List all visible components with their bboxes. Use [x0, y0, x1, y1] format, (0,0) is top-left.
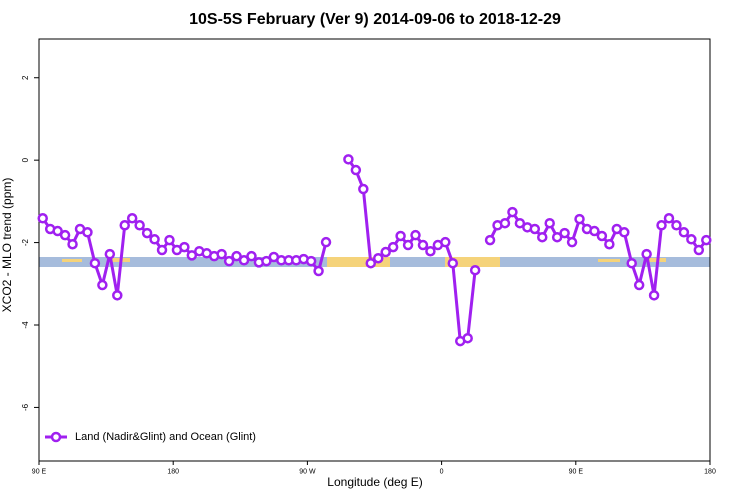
x-tick-label: 90 E — [569, 468, 584, 475]
point — [469, 264, 481, 276]
point — [693, 244, 705, 256]
x-tick-label: 180 — [167, 468, 179, 475]
point — [372, 252, 384, 264]
point — [425, 245, 436, 257]
point — [641, 248, 652, 260]
point — [246, 250, 257, 262]
x-tick-label: 0 — [440, 468, 444, 475]
point — [559, 227, 570, 239]
point — [358, 183, 369, 195]
point — [663, 213, 675, 224]
point — [141, 227, 153, 239]
point — [350, 164, 362, 176]
point — [402, 239, 414, 251]
point — [387, 241, 399, 253]
point — [589, 225, 600, 237]
point — [261, 255, 272, 267]
point — [447, 257, 459, 269]
point — [231, 250, 242, 262]
point — [134, 220, 145, 231]
point — [216, 248, 227, 260]
y-tick-label: -2 — [21, 238, 30, 246]
series-line — [41, 158, 708, 344]
point — [633, 279, 645, 291]
point — [305, 255, 317, 267]
point — [410, 229, 421, 241]
x-tick-label: 90 E — [32, 468, 47, 475]
point — [179, 241, 190, 253]
y-axis-label: XCO2 - MLO trend (ppm) — [0, 178, 14, 313]
point — [462, 332, 473, 344]
point — [164, 234, 175, 246]
point — [596, 230, 608, 242]
point — [365, 257, 377, 269]
point — [89, 257, 101, 269]
point — [484, 234, 496, 246]
plot-frame — [38, 38, 711, 462]
point — [119, 220, 130, 231]
point — [112, 290, 123, 301]
point — [395, 230, 406, 242]
legend-label: Land (Nadir&Glint) and Ocean (Glint) — [75, 431, 256, 443]
point — [701, 234, 712, 246]
point — [320, 236, 332, 248]
legend-marker — [50, 431, 62, 443]
y-tick-label: -4 — [21, 321, 30, 329]
point — [104, 248, 116, 260]
point — [126, 213, 138, 224]
point — [97, 279, 108, 291]
point — [59, 229, 71, 241]
y-tick-label: 0 — [21, 157, 30, 162]
point — [686, 234, 697, 245]
point — [37, 213, 48, 224]
point — [648, 290, 660, 301]
point — [52, 225, 63, 237]
point — [417, 239, 429, 251]
point — [656, 220, 667, 231]
point — [544, 217, 555, 229]
y-tick-label: 2 — [21, 75, 30, 80]
point — [619, 227, 630, 238]
point — [156, 244, 168, 256]
point — [671, 220, 682, 231]
y-tick-label: -6 — [21, 403, 30, 411]
point — [82, 227, 93, 238]
point — [186, 250, 198, 261]
point — [566, 236, 578, 248]
x-tick-label: 90 W — [299, 468, 316, 475]
point — [529, 223, 541, 235]
point — [149, 234, 160, 245]
point — [223, 255, 235, 267]
point — [313, 265, 324, 277]
chart-title: 10S-5S February (Ver 9) 2014-09-06 to 20… — [189, 11, 561, 28]
point — [678, 227, 690, 238]
point — [238, 255, 250, 266]
point — [604, 238, 615, 250]
point — [574, 213, 585, 225]
point — [514, 217, 526, 229]
x-tick-label: 180 — [704, 468, 716, 475]
point — [551, 231, 563, 243]
point — [440, 236, 451, 248]
x-axis-label: Longitude (deg E) — [327, 475, 422, 489]
point — [507, 206, 518, 218]
point — [499, 217, 511, 229]
point — [626, 257, 637, 269]
point — [67, 238, 78, 250]
point — [343, 154, 354, 165]
point — [380, 246, 391, 258]
point — [537, 231, 548, 243]
